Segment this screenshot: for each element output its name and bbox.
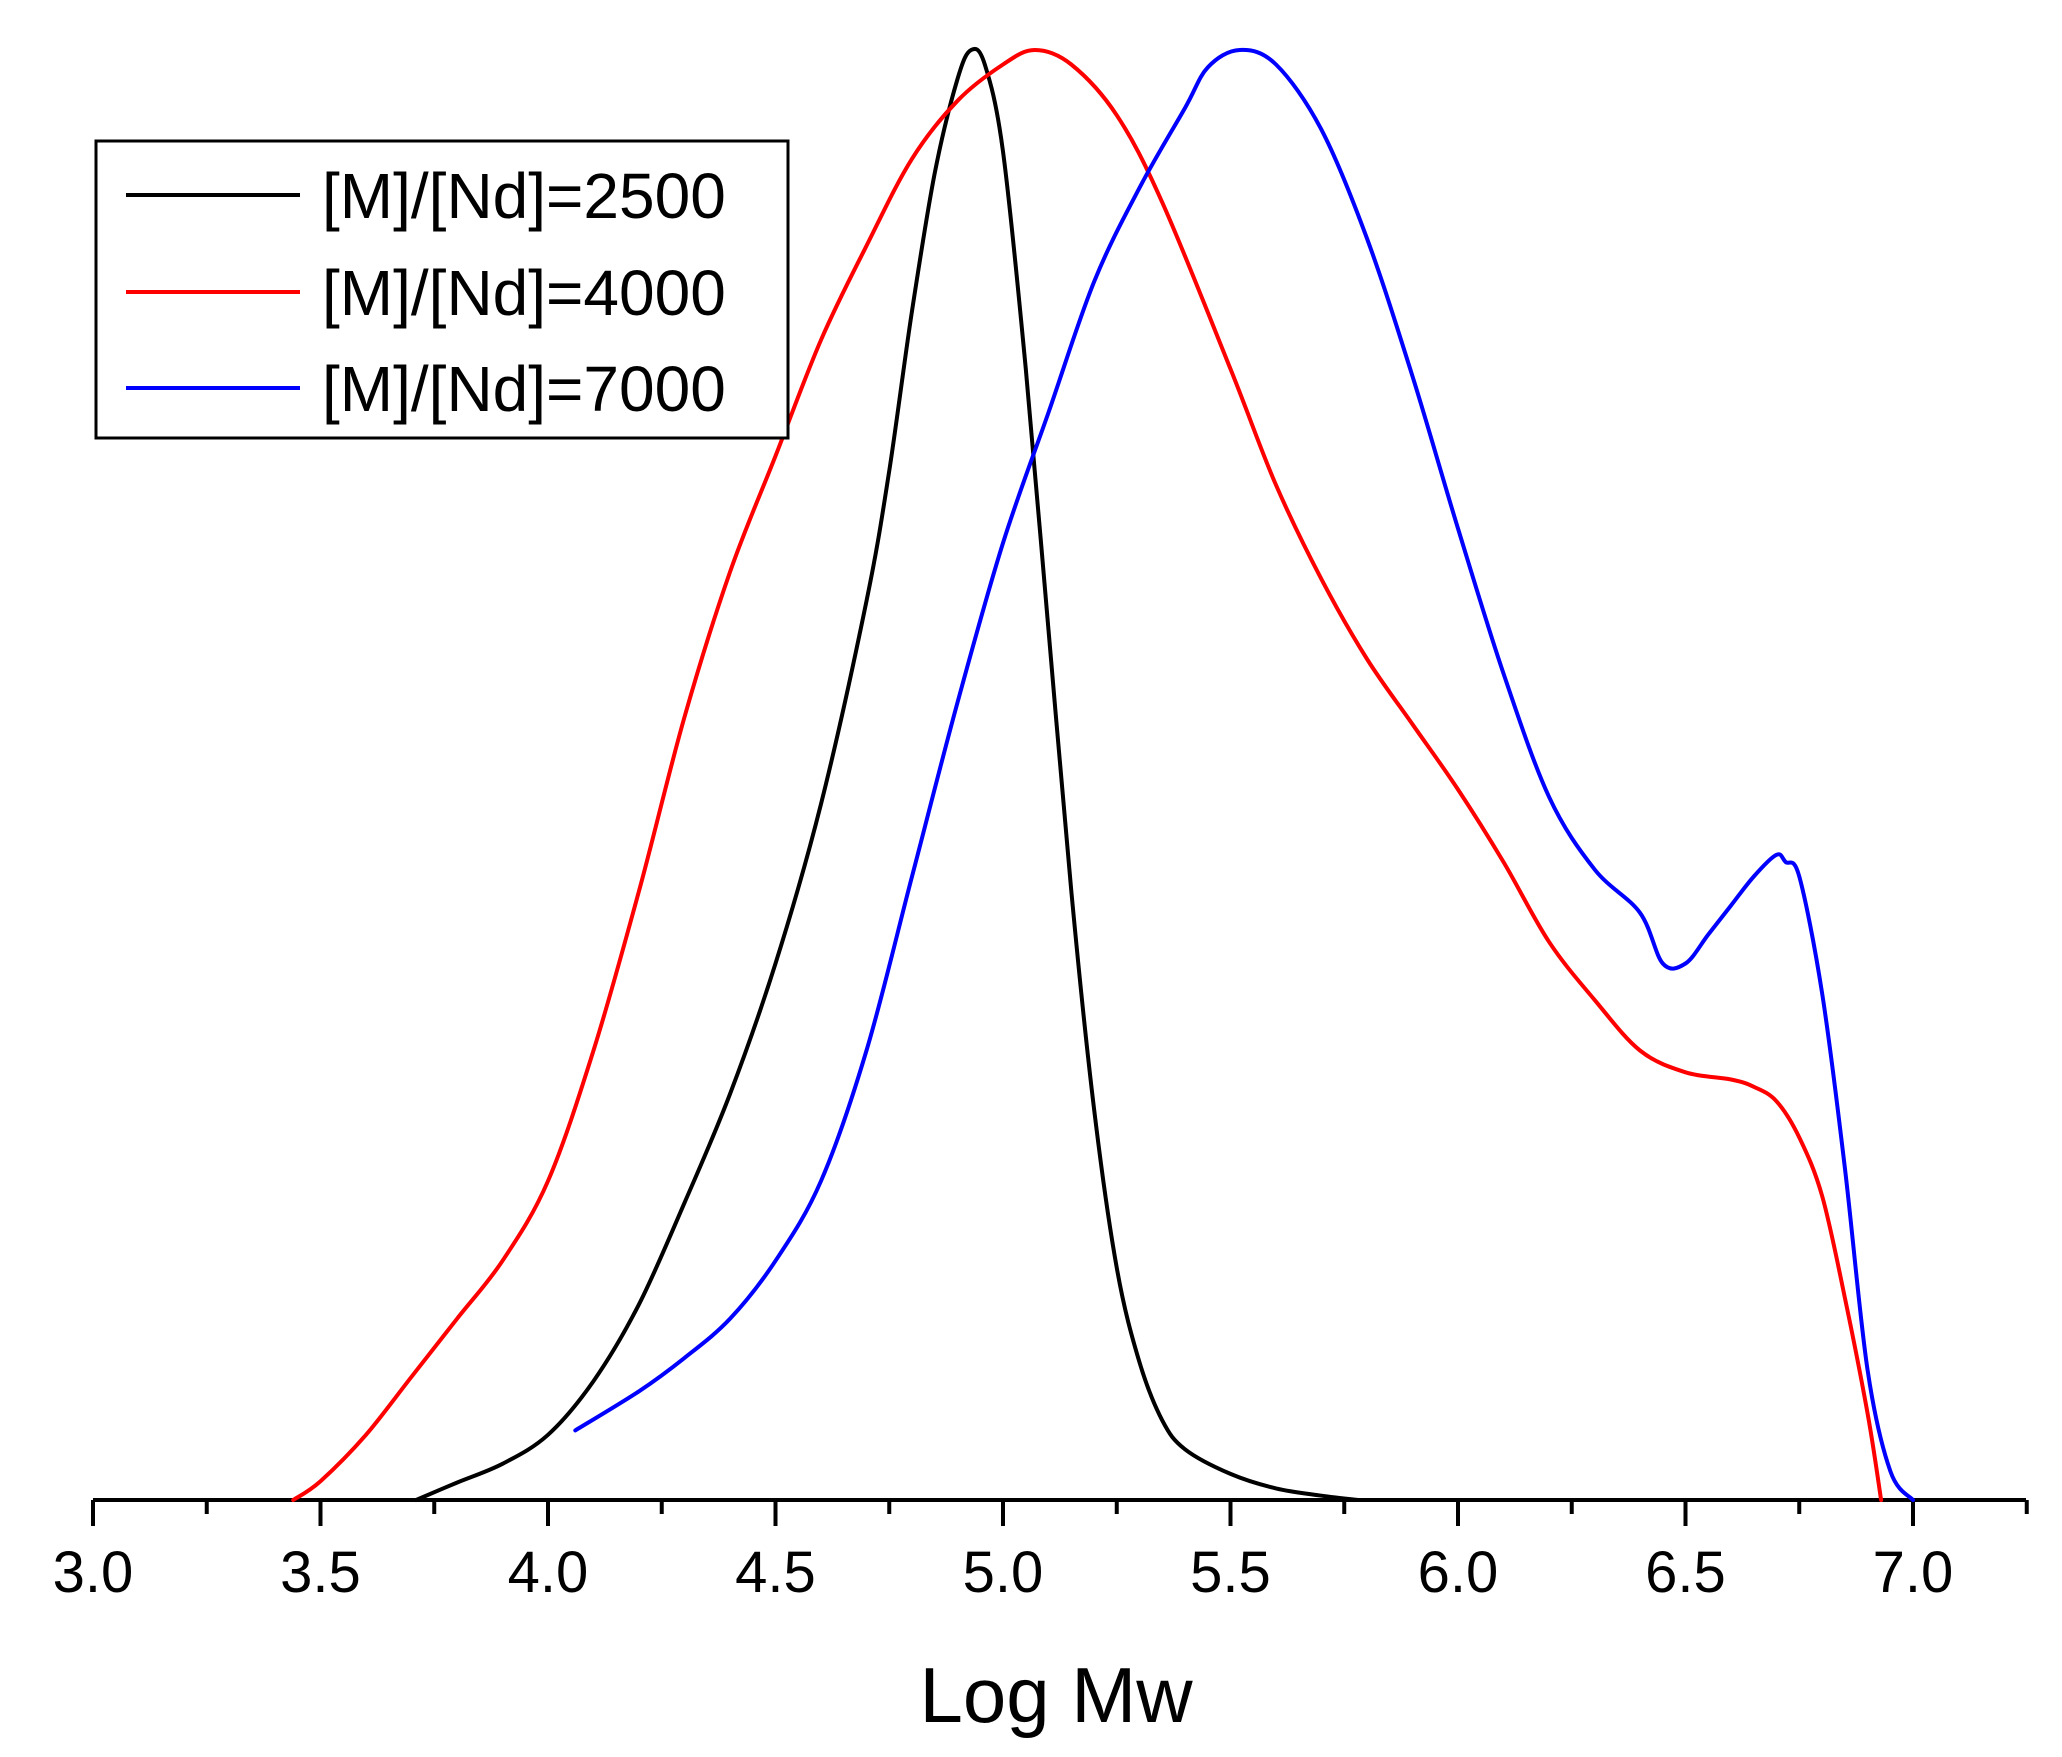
x-tick-label: 6.0 xyxy=(1418,1540,1499,1605)
legend-item: [M]/[Nd]=4000 xyxy=(126,257,726,329)
legend-item: [M]/[Nd]=2500 xyxy=(126,160,726,232)
x-tick-label: 4.0 xyxy=(508,1540,589,1605)
x-tick-label: 6.5 xyxy=(1645,1540,1726,1605)
x-axis: 3.0 3.5 4.0 4.5 5.0 5.5 6.0 6.5 7.0 xyxy=(53,1498,2029,1605)
legend-label: [M]/[Nd]=7000 xyxy=(322,353,726,425)
series-line-3 xyxy=(573,47,1915,1502)
series-line-1 xyxy=(414,46,1360,1502)
plot-area xyxy=(291,46,1915,1502)
x-axis-title: Log Mw xyxy=(919,1651,1193,1739)
x-tick-label: 3.5 xyxy=(280,1540,361,1605)
x-tick-label: 5.5 xyxy=(1190,1540,1271,1605)
x-tick-label: 7.0 xyxy=(1873,1540,1954,1605)
x-tick-label: 5.0 xyxy=(963,1540,1044,1605)
x-tick-label: 4.5 xyxy=(735,1540,816,1605)
legend-label: [M]/[Nd]=4000 xyxy=(322,257,726,329)
x-tick-label: 3.0 xyxy=(53,1540,134,1605)
legend-item: [M]/[Nd]=7000 xyxy=(126,353,726,425)
legend: [M]/[Nd]=2500 [M]/[Nd]=4000 [M]/[Nd]=7000 xyxy=(94,139,790,440)
legend-label: [M]/[Nd]=2500 xyxy=(322,160,726,232)
series-line-2 xyxy=(291,48,1884,1502)
